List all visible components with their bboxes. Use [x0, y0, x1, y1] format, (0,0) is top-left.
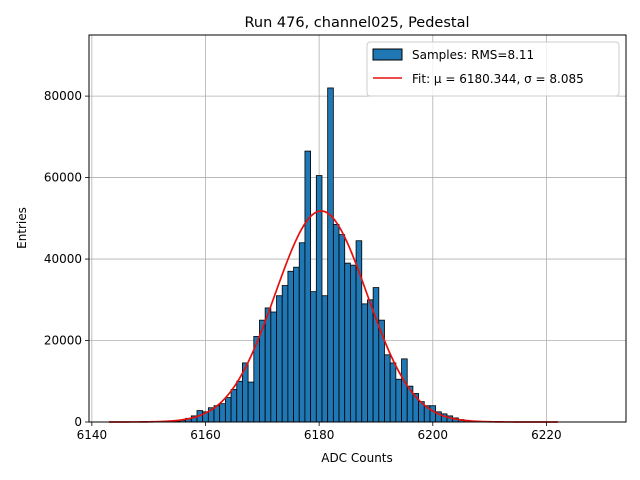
histogram-bar — [270, 311, 277, 423]
legend-fit-label: Fit: μ = 6180.344, σ = 8.085 — [412, 72, 584, 86]
x-tick-label: 6220 — [531, 428, 562, 442]
histogram-bar — [247, 381, 255, 423]
histogram-bar — [293, 266, 300, 423]
histogram-bar — [395, 378, 402, 423]
x-axis-ticks: 6140 6160 6180 6200 6220 — [77, 422, 562, 442]
y-axis-label: Entries — [15, 207, 29, 249]
y-tick-label: 80000 — [44, 89, 82, 103]
histogram-bar — [219, 403, 226, 423]
histogram-bar — [287, 270, 294, 423]
histogram-bar — [384, 354, 391, 423]
histogram-bar — [224, 397, 232, 423]
x-axis-label: ADC Counts — [321, 451, 393, 465]
legend-histogram-swatch — [372, 48, 403, 61]
histogram-bar — [276, 295, 283, 423]
axes-frame — [88, 34, 627, 423]
histogram-bar — [230, 389, 238, 423]
histogram-bar — [304, 150, 312, 423]
legend: Samples: RMS=8.11 Fit: μ = 6180.344, σ =… — [366, 41, 620, 97]
histogram-bar — [338, 234, 346, 423]
y-tick-label: 0 — [74, 415, 82, 429]
legend-box — [366, 41, 620, 97]
x-tick-label: 6140 — [77, 428, 108, 442]
y-axis-ticks: 0 20000 40000 60000 80000 — [44, 89, 89, 429]
histogram-bar — [401, 358, 408, 423]
y-tick-label: 60000 — [44, 171, 82, 185]
chart-title: Run 476, channel025, Pedestal — [244, 15, 469, 31]
histogram-bar — [310, 291, 317, 423]
histogram-bar — [389, 362, 397, 423]
histogram-bar — [344, 262, 351, 423]
histogram-bar — [264, 307, 272, 423]
histogram-bar — [361, 303, 368, 423]
x-tick-label: 6200 — [418, 428, 449, 442]
histogram-bar — [236, 380, 243, 423]
histogram-bar — [372, 287, 380, 423]
y-tick-label: 40000 — [44, 252, 82, 266]
histogram-bar — [298, 242, 306, 423]
histogram-bar — [429, 405, 437, 423]
histogram-bar — [327, 87, 334, 423]
histogram-bar — [332, 224, 340, 423]
histogram-bar — [281, 285, 289, 423]
x-tick-label: 6180 — [304, 428, 335, 442]
x-tick-label: 6160 — [190, 428, 221, 442]
histogram-bar — [349, 264, 357, 423]
histogram-bar — [321, 295, 329, 423]
legend-histogram-label: Samples: RMS=8.11 — [412, 48, 534, 62]
histogram-bar — [367, 299, 374, 423]
y-tick-label: 20000 — [44, 334, 82, 348]
